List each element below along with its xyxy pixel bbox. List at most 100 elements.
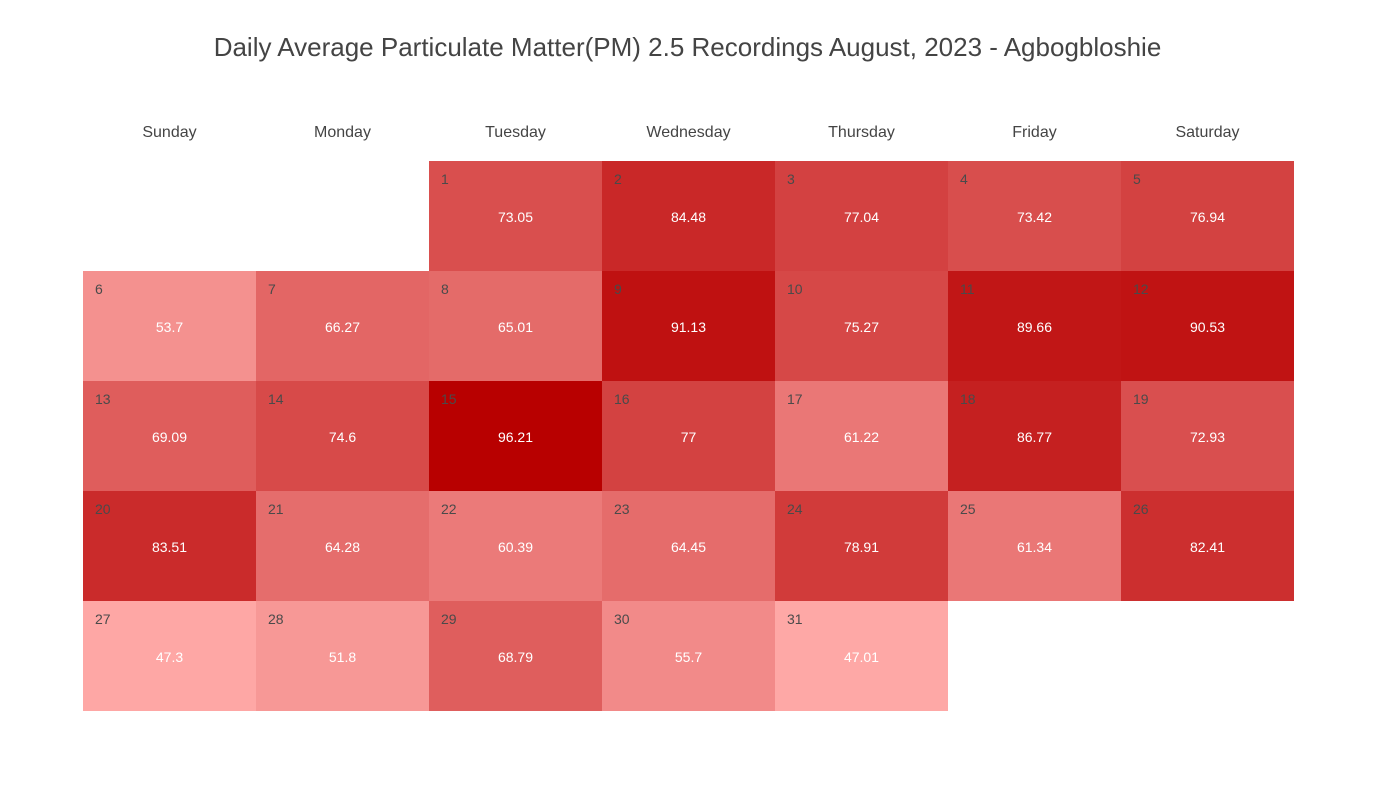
pm25-value-label: 73.42 xyxy=(1016,209,1053,225)
calendar-cell[interactable]: 8 65.01 xyxy=(429,271,602,381)
day-number: 11 xyxy=(960,281,975,297)
calendar-cell[interactable]: 24 78.91 xyxy=(775,491,948,601)
day-number: 12 xyxy=(1133,281,1149,297)
pm25-value-label: 47.01 xyxy=(843,649,880,665)
calendar-cell[interactable]: 9 91.13 xyxy=(602,271,775,381)
calendar-cell[interactable]: 23 64.45 xyxy=(602,491,775,601)
calendar-cell[interactable]: 5 76.94 xyxy=(1121,161,1294,271)
pm25-value-label: 55.7 xyxy=(674,649,703,665)
calendar-cell[interactable]: 15 96.21 xyxy=(429,381,602,491)
pm25-value-label: 61.34 xyxy=(1016,539,1053,555)
day-number: 17 xyxy=(787,391,803,407)
day-number: 24 xyxy=(787,501,803,517)
day-number: 27 xyxy=(95,611,111,627)
day-number: 6 xyxy=(95,281,103,297)
pm25-value-label: 77 xyxy=(680,429,697,445)
calendar-cell[interactable]: 30 55.7 xyxy=(602,601,775,711)
pm25-value-label: 83.51 xyxy=(151,539,188,555)
calendar-cell[interactable]: 16 77 xyxy=(602,381,775,491)
day-number: 13 xyxy=(95,391,111,407)
day-number: 16 xyxy=(614,391,630,407)
pm25-value-label: 53.7 xyxy=(155,319,184,335)
pm25-value-label: 84.48 xyxy=(670,209,707,225)
calendar-cell[interactable]: 14 74.6 xyxy=(256,381,429,491)
day-number: 15 xyxy=(441,391,457,407)
day-number: 3 xyxy=(787,171,795,187)
calendar-cell[interactable]: 28 51.8 xyxy=(256,601,429,711)
day-number: 9 xyxy=(614,281,622,297)
calendar-cell[interactable]: 29 68.79 xyxy=(429,601,602,711)
weekday-label-saturday: Saturday xyxy=(1175,124,1240,141)
day-number: 28 xyxy=(268,611,284,627)
pm25-value-label: 51.8 xyxy=(328,649,357,665)
calendar-cell[interactable]: 3 77.04 xyxy=(775,161,948,271)
calendar-cell[interactable]: 13 69.09 xyxy=(83,381,256,491)
day-number: 2 xyxy=(614,171,622,187)
day-number: 18 xyxy=(960,391,976,407)
weekday-label-tuesday: Tuesday xyxy=(485,124,546,141)
pm25-value-label: 91.13 xyxy=(670,319,707,335)
calendar-cell[interactable]: 25 61.34 xyxy=(948,491,1121,601)
weekday-label-wednesday: Wednesday xyxy=(646,124,731,141)
chart-title: Daily Average Particulate Matter(PM) 2.5… xyxy=(213,32,1162,62)
day-number: 4 xyxy=(960,171,968,187)
calendar-cell[interactable]: 4 73.42 xyxy=(948,161,1121,271)
day-number: 23 xyxy=(614,501,630,517)
pm25-value-label: 61.22 xyxy=(843,429,880,445)
day-number: 29 xyxy=(441,611,457,627)
calendar-cell[interactable]: 27 47.3 xyxy=(83,601,256,711)
day-number: 31 xyxy=(787,611,803,627)
day-number: 14 xyxy=(268,391,284,407)
day-number: 20 xyxy=(95,501,111,517)
pm25-value-label: 47.3 xyxy=(155,649,184,665)
pm25-value-label: 64.28 xyxy=(324,539,361,555)
calendar-cell[interactable]: 21 64.28 xyxy=(256,491,429,601)
pm25-value-label: 89.66 xyxy=(1016,319,1053,335)
weekday-label-sunday: Sunday xyxy=(142,124,197,141)
pm25-value-label: 86.77 xyxy=(1016,429,1053,445)
day-number: 26 xyxy=(1133,501,1149,517)
calendar-cell[interactable]: 11 89.66 xyxy=(948,271,1121,381)
weekday-label-thursday: Thursday xyxy=(828,124,895,141)
calendar-cell[interactable]: 31 47.01 xyxy=(775,601,948,711)
pm25-value-label: 60.39 xyxy=(497,539,534,555)
day-number: 21 xyxy=(268,501,284,517)
calendar-cell[interactable]: 2 84.48 xyxy=(602,161,775,271)
day-number: 8 xyxy=(441,281,449,297)
pm25-value-label: 82.41 xyxy=(1189,539,1226,555)
pm25-value-label: 65.01 xyxy=(497,319,534,335)
calendar-cell[interactable]: 1 73.05 xyxy=(429,161,602,271)
calendar-cell[interactable]: 22 60.39 xyxy=(429,491,602,601)
weekday-label-monday: Monday xyxy=(314,124,371,141)
pm25-value-label: 90.53 xyxy=(1189,319,1226,335)
day-number: 22 xyxy=(441,501,457,517)
calendar-cell[interactable]: 18 86.77 xyxy=(948,381,1121,491)
pm25-value-label: 68.79 xyxy=(497,649,534,665)
day-number: 10 xyxy=(787,281,803,297)
calendar-cell[interactable]: 6 53.7 xyxy=(83,271,256,381)
pm25-value-label: 72.93 xyxy=(1189,429,1226,445)
calendar-cell[interactable]: 26 82.41 xyxy=(1121,491,1294,601)
pm25-value-label: 64.45 xyxy=(670,539,707,555)
day-number: 19 xyxy=(1133,391,1149,407)
calendar-cell[interactable]: 17 61.22 xyxy=(775,381,948,491)
day-number: 25 xyxy=(960,501,976,517)
weekday-label-friday: Friday xyxy=(1012,124,1057,141)
pm25-value-label: 69.09 xyxy=(151,429,188,445)
day-number: 5 xyxy=(1133,171,1141,187)
calendar-cell[interactable]: 7 66.27 xyxy=(256,271,429,381)
pm25-value-label: 75.27 xyxy=(843,319,880,335)
day-number: 1 xyxy=(441,171,449,187)
pm25-value-label: 77.04 xyxy=(843,209,880,225)
calendar-cell[interactable]: 20 83.51 xyxy=(83,491,256,601)
pm25-value-label: 76.94 xyxy=(1189,209,1226,225)
pm25-value-label: 74.6 xyxy=(328,429,357,445)
calendar-cell[interactable]: 19 72.93 xyxy=(1121,381,1294,491)
calendar-cell[interactable]: 10 75.27 xyxy=(775,271,948,381)
pm25-value-label: 96.21 xyxy=(497,429,534,445)
day-number: 7 xyxy=(268,281,276,297)
pm25-value-label: 66.27 xyxy=(324,319,361,335)
pm25-value-label: 78.91 xyxy=(843,539,880,555)
day-number: 30 xyxy=(614,611,630,627)
calendar-cell[interactable]: 12 90.53 xyxy=(1121,271,1294,381)
